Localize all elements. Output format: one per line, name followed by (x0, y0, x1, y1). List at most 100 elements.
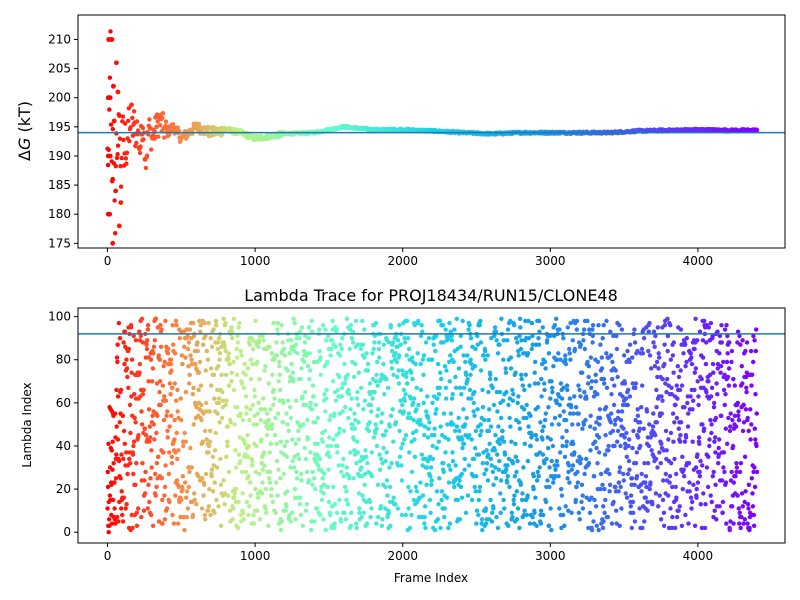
lambda-point (607, 482, 613, 487)
lambda-point (388, 413, 394, 418)
lambda-point (158, 379, 163, 384)
lambda-point (414, 428, 419, 434)
lambda-point (669, 392, 674, 397)
lambda-point (314, 506, 320, 511)
lambda-point (621, 471, 626, 477)
lambda-point (284, 439, 289, 444)
lambda-point (371, 346, 376, 352)
lambda-point (515, 506, 521, 511)
lambda-point (706, 325, 711, 330)
lambda-point (182, 527, 187, 533)
lambda-point (180, 474, 186, 479)
lambda-point (719, 413, 724, 418)
lambda-point (522, 441, 527, 446)
lambda-point (494, 338, 499, 343)
lambda-point (265, 411, 270, 416)
lambda-point (119, 506, 124, 511)
lambda-point (549, 527, 554, 533)
lambda-point (246, 512, 251, 518)
lambda-point (247, 342, 253, 347)
lambda-point (581, 338, 586, 343)
lambda-point (637, 506, 642, 511)
lambda-point (458, 333, 463, 339)
lambda-point (624, 495, 630, 500)
lambda-point (650, 502, 655, 507)
delta-g-point (124, 150, 130, 155)
lambda-point (436, 392, 442, 397)
lambda-point (602, 510, 607, 515)
lambda-point (452, 327, 457, 332)
lambda-point (719, 323, 724, 328)
lambda-point (243, 394, 249, 399)
lambda-point (426, 415, 431, 421)
lambda-point (502, 506, 507, 511)
lambda-point (299, 366, 304, 371)
lambda-point (193, 361, 198, 367)
lambda-point (167, 499, 172, 505)
lambda-point (373, 422, 378, 427)
lambda-point (585, 318, 590, 324)
lambda-point (616, 480, 622, 485)
lambda-point (256, 400, 261, 406)
lambda-point (395, 374, 400, 380)
lambda-point (206, 504, 211, 509)
lambda-point (465, 353, 470, 358)
lambda-point (716, 445, 721, 451)
lambda-point (344, 316, 350, 321)
lambda-point (361, 407, 366, 412)
lambda-point (267, 476, 272, 481)
lambda-point (625, 348, 630, 354)
lambda-point (363, 454, 369, 459)
lambda-point (411, 497, 416, 503)
lambda-point (730, 417, 735, 423)
lambda-point (407, 450, 412, 455)
lambda-point (141, 387, 146, 393)
lambda-point (211, 372, 217, 377)
lambda-point (360, 493, 365, 498)
lambda-point (479, 517, 485, 522)
delta-g-point (108, 122, 114, 127)
lambda-point (431, 342, 436, 347)
lambda-point (248, 493, 253, 498)
lambda-point (752, 465, 757, 470)
lambda-point (570, 422, 575, 427)
lambda-point (488, 372, 493, 377)
lambda-point (542, 461, 547, 466)
delta-g-point (120, 114, 126, 119)
lambda-point (391, 439, 396, 444)
lambda-point (627, 467, 632, 472)
lambda-point (332, 502, 338, 507)
lambda-point (225, 424, 230, 429)
lambda-point (397, 353, 402, 358)
lambda-point (299, 325, 305, 330)
lambda-point (227, 361, 232, 367)
lambda-point (510, 398, 515, 403)
lambda-point (277, 364, 282, 369)
lambda-point (744, 385, 749, 390)
lambda-point (224, 398, 229, 403)
lambda-point (359, 465, 364, 470)
lambda-point (405, 336, 411, 341)
lambda-point (378, 376, 383, 382)
lambda-point (459, 471, 464, 477)
lambda-point (654, 405, 659, 410)
lambda-point (603, 405, 609, 410)
lambda-point (673, 484, 678, 490)
lambda-point (692, 346, 697, 352)
lambda-point (416, 402, 421, 408)
lambda-point (457, 428, 462, 434)
lambda-point (425, 435, 431, 440)
lambda-point (325, 443, 330, 449)
lambda-point (696, 402, 701, 408)
lambda-point (623, 445, 628, 451)
lambda-point (356, 402, 361, 408)
lambda-point (114, 387, 119, 393)
lambda-point (596, 527, 601, 533)
lambda-point (267, 450, 272, 455)
lambda-point (542, 381, 547, 386)
lambda-point (682, 439, 688, 444)
lambda-point (589, 379, 595, 384)
lambda-point (408, 489, 413, 494)
lambda-point (752, 484, 758, 490)
lambda-point (590, 340, 595, 345)
